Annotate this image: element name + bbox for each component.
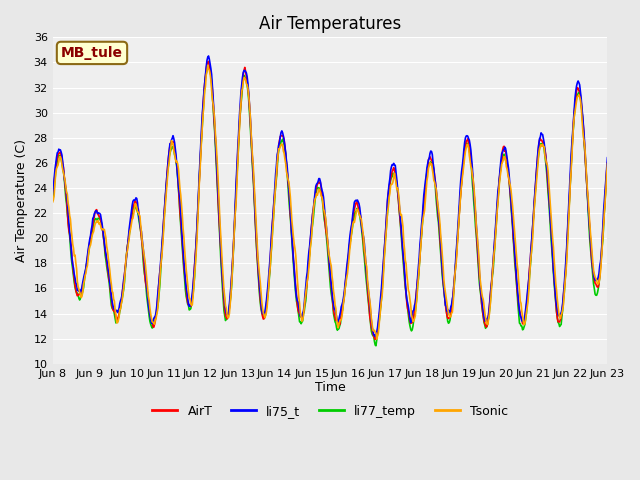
- Tsonic: [399, 224, 407, 229]
- AirT: [49, 188, 56, 194]
- Title: Air Temperatures: Air Temperatures: [259, 15, 401, 33]
- Tsonic: [172, 159, 180, 165]
- Text: MB_tule: MB_tule: [61, 46, 123, 60]
- Tsonic: [49, 199, 56, 205]
- li75_t: [116, 300, 124, 306]
- AirT: [604, 160, 611, 166]
- AirT: [399, 250, 407, 255]
- Tsonic: [415, 264, 423, 270]
- Tsonic: [116, 306, 124, 312]
- li77_temp: [49, 197, 56, 203]
- li77_temp: [59, 165, 67, 170]
- Tsonic: [59, 167, 67, 172]
- Line: li77_temp: li77_temp: [52, 67, 607, 346]
- AirT: [172, 158, 180, 164]
- Line: Tsonic: Tsonic: [52, 65, 607, 339]
- Line: AirT: AirT: [52, 61, 607, 339]
- AirT: [205, 59, 212, 64]
- Tsonic: [204, 62, 212, 68]
- AirT: [116, 305, 124, 311]
- li77_temp: [415, 264, 423, 270]
- li77_temp: [399, 256, 407, 262]
- li75_t: [371, 334, 379, 339]
- Y-axis label: Air Temperature (C): Air Temperature (C): [15, 139, 28, 262]
- li77_temp: [604, 162, 611, 168]
- Line: li75_t: li75_t: [52, 56, 607, 336]
- Tsonic: [202, 84, 209, 89]
- li77_temp: [172, 159, 180, 165]
- li75_t: [49, 192, 56, 198]
- li75_t: [172, 153, 180, 159]
- AirT: [371, 336, 379, 342]
- Legend: AirT, li75_t, li77_temp, Tsonic: AirT, li75_t, li77_temp, Tsonic: [147, 400, 513, 423]
- Tsonic: [604, 161, 611, 167]
- li75_t: [59, 159, 67, 165]
- AirT: [202, 74, 209, 80]
- AirT: [415, 261, 423, 267]
- Tsonic: [373, 336, 381, 342]
- li75_t: [202, 71, 209, 76]
- li77_temp: [372, 343, 380, 348]
- li75_t: [399, 251, 407, 256]
- li77_temp: [205, 64, 213, 70]
- li75_t: [205, 53, 212, 59]
- li77_temp: [116, 308, 124, 314]
- li75_t: [604, 155, 611, 161]
- li77_temp: [202, 74, 209, 80]
- li75_t: [415, 255, 423, 261]
- AirT: [59, 161, 67, 167]
- X-axis label: Time: Time: [315, 382, 346, 395]
